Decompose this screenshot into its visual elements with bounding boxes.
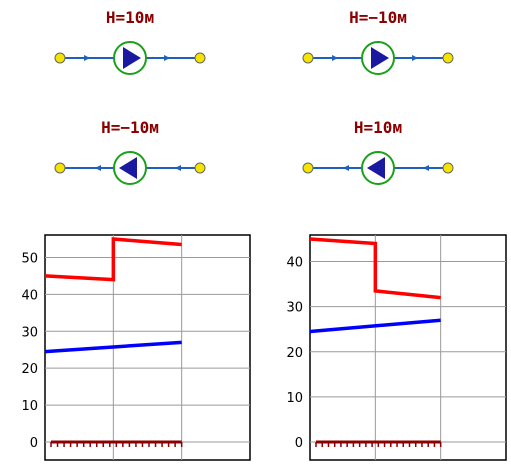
head-label: H=10м bbox=[353, 118, 403, 137]
head-label: H=−10м bbox=[349, 8, 407, 27]
flow-arrow-icon bbox=[423, 165, 429, 171]
pump-direction-icon bbox=[119, 157, 137, 179]
pump-symbol bbox=[302, 151, 454, 185]
head-chart-right: 0 10 20 30 40 bbox=[286, 234, 507, 461]
series-line-2 bbox=[44, 340, 182, 354]
flow-arrow-icon bbox=[95, 165, 101, 171]
flow-arrow-icon bbox=[412, 55, 418, 61]
y-tick-label: 10 bbox=[21, 399, 38, 414]
pump-direction-icon bbox=[371, 47, 389, 69]
plot-area bbox=[44, 234, 251, 461]
flow-arrow-icon bbox=[164, 55, 170, 61]
junction-node-icon bbox=[194, 52, 206, 64]
flow-arrow-icon bbox=[84, 55, 90, 61]
flow-arrow-icon bbox=[175, 165, 181, 171]
pump-diagram-1: H=10м bbox=[40, 8, 220, 88]
y-tick-label: 30 bbox=[21, 325, 38, 340]
y-tick-label: 0 bbox=[295, 436, 303, 451]
flow-arrow-icon bbox=[332, 55, 338, 61]
y-tick-label: 30 bbox=[286, 301, 303, 316]
junction-node-icon bbox=[54, 52, 66, 64]
junction-node-icon bbox=[54, 162, 66, 174]
y-tick-label: 20 bbox=[21, 362, 38, 377]
y-tick-label: 40 bbox=[286, 256, 303, 271]
head-label: H=−10м bbox=[101, 118, 159, 137]
pump-symbol bbox=[302, 41, 454, 75]
y-tick-label: 10 bbox=[286, 391, 303, 406]
pump-diagram-4: H=10м bbox=[288, 118, 468, 198]
pump-direction-icon bbox=[367, 157, 385, 179]
flow-arrow-icon bbox=[343, 165, 349, 171]
head-chart-left: 0 10 20 30 40 50 bbox=[21, 234, 251, 461]
pump-diagram-3: H=−10м bbox=[40, 118, 220, 198]
junction-node-icon bbox=[442, 52, 454, 64]
pump-symbol bbox=[54, 41, 206, 75]
series-line-1 bbox=[44, 237, 182, 282]
junction-node-icon bbox=[194, 162, 206, 174]
series-line-2 bbox=[309, 318, 441, 334]
junction-node-icon bbox=[302, 52, 314, 64]
y-tick-label: 40 bbox=[21, 288, 38, 303]
pump-direction-icon bbox=[123, 47, 141, 69]
y-tick-label: 20 bbox=[286, 346, 303, 361]
pump-diagram-2: H=−10м bbox=[288, 8, 468, 88]
junction-node-icon bbox=[302, 162, 314, 174]
pump-symbol bbox=[54, 151, 206, 185]
y-tick-label: 0 bbox=[30, 436, 38, 451]
plot-area bbox=[309, 234, 507, 461]
head-label: H=10м bbox=[105, 8, 155, 27]
junction-node-icon bbox=[442, 162, 454, 174]
series-line-1 bbox=[309, 237, 441, 300]
y-tick-label: 50 bbox=[21, 251, 38, 266]
